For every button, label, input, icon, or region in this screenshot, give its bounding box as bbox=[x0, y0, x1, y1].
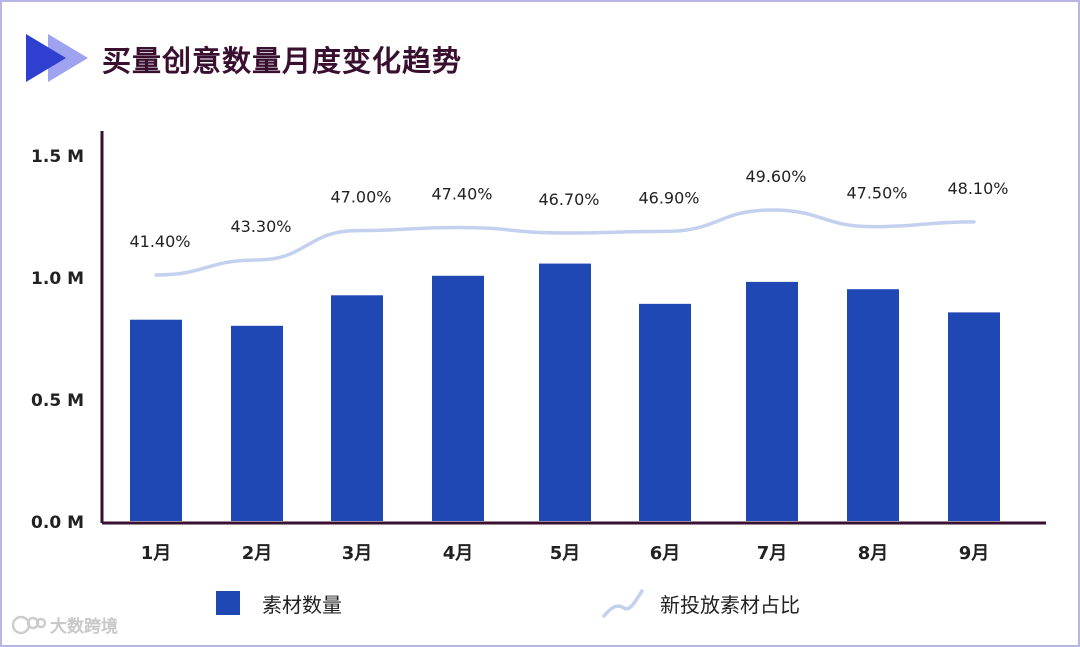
bar bbox=[432, 275, 484, 521]
x-tick-label: 5月 bbox=[550, 543, 581, 564]
x-tick-label: 9月 bbox=[959, 543, 990, 564]
line-data-label: 43.30% bbox=[230, 217, 291, 236]
line-data-label: 41.40% bbox=[129, 232, 190, 251]
y-tick-label: 0.5 M bbox=[31, 391, 84, 411]
bar bbox=[130, 319, 182, 521]
bar bbox=[746, 281, 798, 521]
line-data-label: 47.50% bbox=[846, 184, 907, 203]
x-tick-label: 8月 bbox=[858, 543, 889, 564]
y-tick-label: 1.0 M bbox=[31, 269, 84, 289]
line-data-label: 48.10% bbox=[947, 179, 1008, 198]
bar bbox=[331, 295, 383, 521]
logo-icon bbox=[12, 615, 46, 634]
x-tick-label: 2月 bbox=[242, 543, 273, 564]
chart-title: 买量创意数量月度变化趋势 bbox=[102, 44, 463, 78]
line-data-label: 49.60% bbox=[745, 167, 806, 186]
x-tick-label: 6月 bbox=[650, 543, 681, 564]
y-tick-label: 0.0 M bbox=[31, 513, 84, 533]
line-data-label: 47.40% bbox=[431, 184, 492, 203]
x-tick-label: 4月 bbox=[443, 543, 474, 564]
bar bbox=[847, 289, 899, 521]
legend-label-bars: 素材数量 bbox=[262, 593, 342, 617]
bar bbox=[639, 303, 691, 521]
x-tick-label: 1月 bbox=[141, 543, 172, 564]
legend-swatch-bars bbox=[216, 591, 240, 615]
y-tick-label: 1.5 M bbox=[31, 147, 84, 167]
legend-label-line: 新投放素材占比 bbox=[660, 593, 800, 617]
line-data-label: 46.70% bbox=[538, 190, 599, 209]
line-data-label: 47.00% bbox=[330, 188, 391, 207]
watermark: 大数跨境 bbox=[12, 612, 118, 637]
x-tick-label: 3月 bbox=[342, 543, 373, 564]
line-data-label: 46.90% bbox=[638, 188, 699, 207]
double-chevron-right-icon bbox=[26, 34, 88, 82]
legend-swatch-line bbox=[602, 589, 644, 618]
bar bbox=[948, 312, 1000, 521]
bar bbox=[539, 263, 591, 521]
share-line bbox=[154, 208, 976, 277]
x-tick-label: 7月 bbox=[757, 543, 788, 564]
bar bbox=[231, 325, 283, 521]
watermark-text: 大数跨境 bbox=[50, 617, 118, 637]
